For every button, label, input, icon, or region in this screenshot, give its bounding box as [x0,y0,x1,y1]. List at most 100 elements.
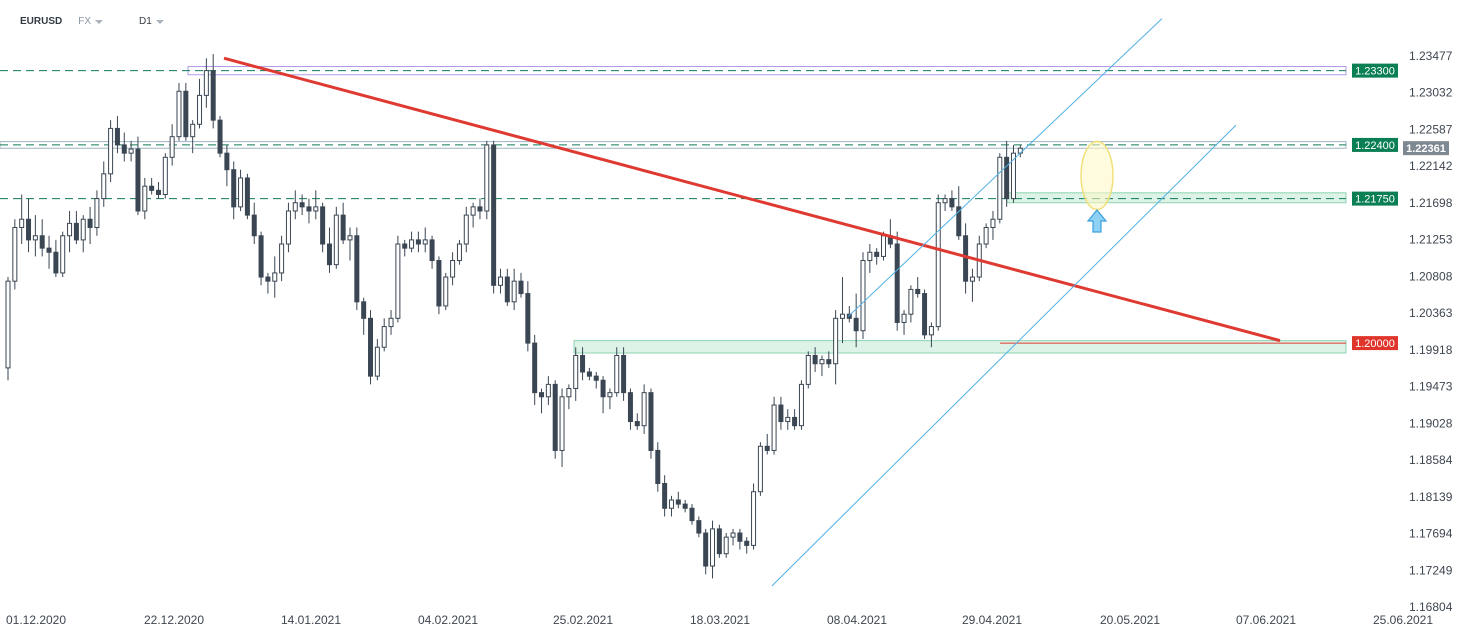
candle-body-up [333,214,339,266]
candle-body-up [559,396,565,451]
level-label-box [1352,336,1398,351]
candle [128,140,134,162]
symbol-dropdown-chevron-icon[interactable] [95,19,104,24]
candle [504,268,510,306]
candle [183,83,189,141]
x-axis-tick-label: 14.01.2021 [281,613,341,627]
y-axis-tick-label: 1.16804 [1409,600,1453,614]
candle-body-up [511,280,517,303]
candle [238,169,244,211]
candle [80,215,86,253]
symbol-label[interactable]: EURUSD [20,16,63,27]
candle-body-up [347,235,353,241]
candle [39,219,45,257]
candle [867,244,873,273]
y-axis-tick-label: 1.23032 [1409,86,1453,100]
candle [73,210,79,245]
candle-body-up [94,198,100,229]
candle-body-down [402,243,408,249]
candle [114,116,120,154]
candle [135,136,141,216]
candle [627,388,633,430]
candle [860,252,866,339]
candle [87,206,93,245]
candle [600,376,606,414]
candle-body-up [388,317,394,328]
candle [258,231,264,286]
candle-body-up [60,235,66,274]
candle-body-down [627,392,633,423]
candle [224,144,230,187]
candle [593,372,599,389]
candle [313,190,319,220]
candle [641,384,647,434]
candle-body-down [922,293,928,336]
drawings-layer [223,18,1281,587]
candle-body-down [580,354,586,373]
exchange-label[interactable]: FX [78,16,92,27]
candle [525,281,531,352]
candle [839,277,845,344]
timeframe-dropdown-chevron-icon[interactable] [155,19,164,24]
downtrend-line [223,56,1281,343]
candle-body-down [73,222,79,241]
candle [463,206,469,253]
candle [197,78,203,129]
x-axis-tick-label: 20.05.2021 [1100,613,1160,627]
candle-body-up [860,260,866,332]
candle-body-up [881,235,887,257]
candle [340,202,346,245]
candle [1004,140,1010,207]
candle [26,198,32,253]
x-axis-tick-label: 29.04.2021 [962,613,1022,627]
candle [997,153,1003,224]
candle [586,367,592,381]
candle-body-down [518,280,524,295]
candle [655,442,661,492]
candle [217,116,223,158]
y-axis-tick-label: 1.17249 [1409,563,1453,577]
candle [169,124,175,166]
candle-body-up [456,243,462,262]
y-axis-tick-label: 1.20808 [1409,269,1453,283]
candle-body-down [812,354,818,365]
y-axis-tick-label: 1.21698 [1409,196,1453,210]
candle-body-down [744,540,750,546]
candle-body-up [197,94,203,125]
candle [203,58,209,108]
candle-body-up [969,276,975,282]
candle-body-up [908,288,914,315]
candle-body-up [935,202,941,328]
candle-body-up [285,210,291,245]
candle-body-down [826,359,832,365]
candle [251,202,257,245]
candle-body-down [792,416,798,427]
candle [292,190,298,220]
candle-body-down [436,260,442,307]
candle-body-down [149,185,155,191]
candle [32,215,38,257]
candle-body-down [621,354,627,394]
candle [874,248,880,265]
candle [990,210,996,240]
candle-body-down [251,214,257,237]
candle-body-down [368,317,374,377]
candle [956,186,962,240]
candle [354,227,360,311]
candle-body-up [545,383,551,398]
candle [737,528,743,550]
x-axis-tick-label: 01.12.2020 [6,613,66,627]
y-axis-tick-label: 1.22587 [1409,122,1453,136]
candle [443,272,449,311]
candle-body-down [155,189,161,195]
candle-body-up [798,383,804,427]
candle [915,277,921,298]
candle [532,334,538,406]
candle [46,235,52,269]
candle [436,256,442,315]
candle [121,132,127,162]
candle-body-up [1010,152,1016,200]
candle-body-up [607,392,613,398]
timeframe-label[interactable]: D1 [139,16,152,27]
